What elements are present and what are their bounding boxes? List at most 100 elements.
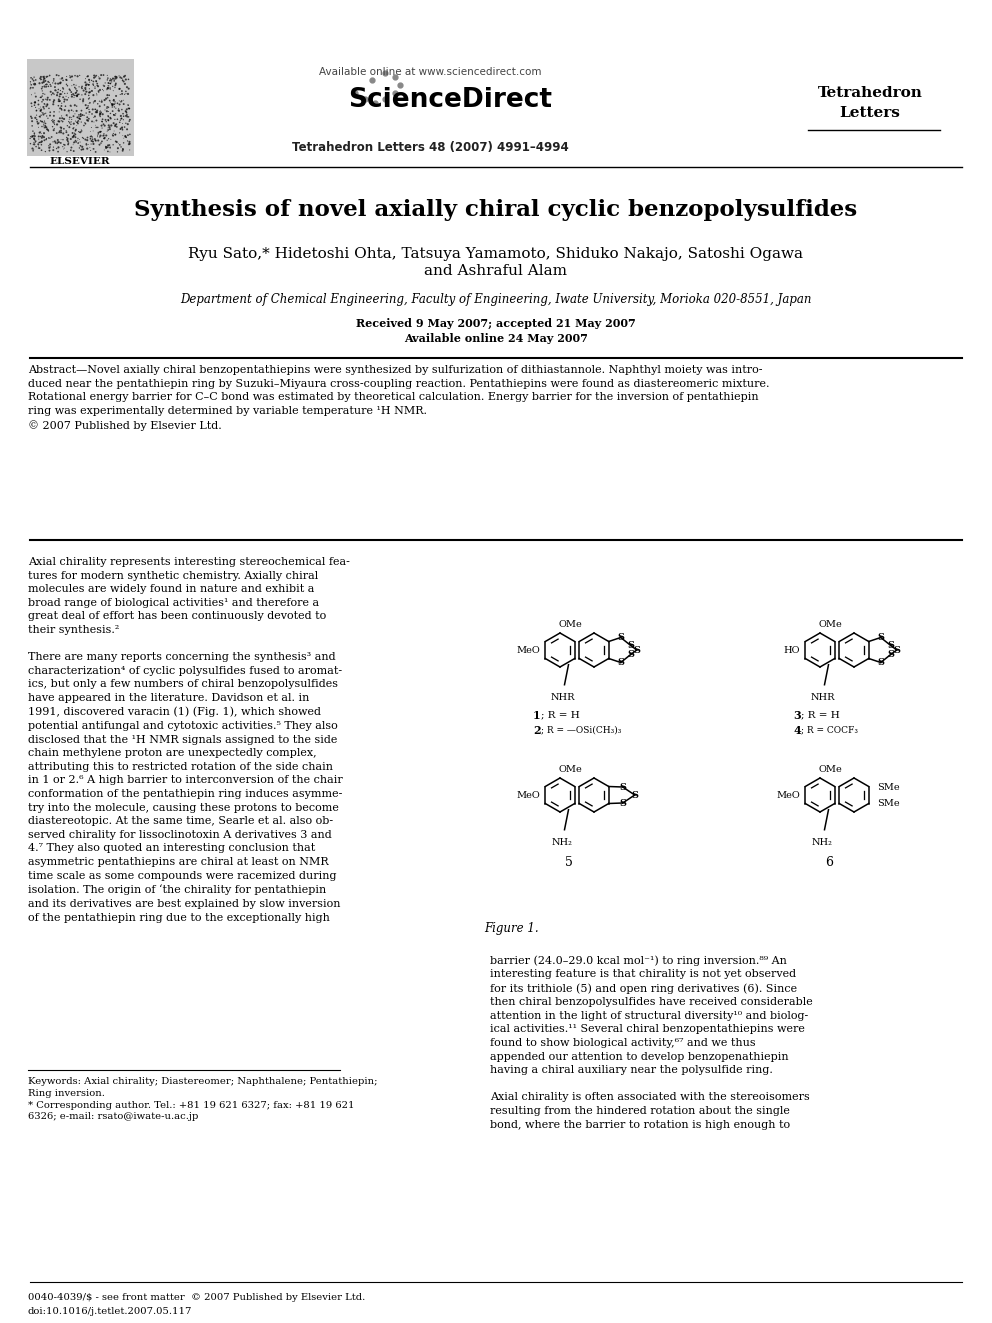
- Point: [85, 93, 101, 114]
- Point: [43, 81, 59, 102]
- Point: [115, 69, 131, 90]
- Point: [122, 124, 138, 146]
- Point: [109, 116, 125, 138]
- Point: [100, 106, 116, 127]
- Point: [106, 97, 122, 118]
- Point: [114, 118, 130, 139]
- Point: [92, 103, 108, 124]
- Point: [117, 116, 133, 138]
- Point: [60, 89, 75, 110]
- Point: [28, 107, 44, 128]
- Point: [24, 93, 40, 114]
- Point: [52, 122, 67, 143]
- Point: [31, 112, 47, 134]
- Point: [32, 122, 48, 143]
- Point: [41, 98, 57, 119]
- Point: [59, 122, 74, 143]
- Point: [114, 108, 130, 130]
- Point: [26, 126, 42, 147]
- Point: [91, 90, 107, 111]
- Point: [31, 98, 47, 119]
- Point: [112, 110, 128, 131]
- Point: [24, 85, 40, 106]
- Text: ELSEVIER: ELSEVIER: [50, 157, 110, 167]
- Text: Abstract—Novel axially chiral benzopentathiepins were synthesized by sulfurizati: Abstract—Novel axially chiral benzopenta…: [28, 365, 770, 430]
- Point: [88, 71, 104, 93]
- Point: [26, 128, 42, 149]
- Point: [63, 75, 79, 97]
- Point: [25, 77, 41, 98]
- Point: [112, 78, 128, 99]
- Point: [53, 71, 68, 93]
- Point: [28, 97, 44, 118]
- Point: [114, 99, 130, 120]
- Point: [100, 136, 116, 157]
- Point: [114, 116, 130, 138]
- Point: [99, 85, 115, 106]
- Point: [50, 85, 65, 106]
- Point: [96, 94, 112, 115]
- Point: [121, 106, 137, 127]
- Point: [40, 119, 56, 140]
- Point: [103, 93, 119, 114]
- Point: [61, 87, 76, 108]
- Point: [104, 124, 120, 146]
- Point: [98, 111, 114, 132]
- Point: [89, 124, 105, 146]
- Point: [65, 101, 81, 122]
- Point: [117, 126, 133, 147]
- Point: [24, 111, 40, 132]
- Point: [92, 103, 108, 124]
- Text: SMe: SMe: [877, 799, 900, 807]
- Point: [88, 110, 104, 131]
- Point: [108, 67, 124, 89]
- Point: [32, 132, 48, 153]
- Point: [56, 118, 71, 139]
- Point: [118, 127, 134, 148]
- Point: [93, 115, 109, 136]
- Point: [30, 111, 46, 132]
- Point: [99, 97, 115, 118]
- Point: [69, 66, 85, 87]
- Point: [59, 70, 74, 91]
- Point: [86, 111, 102, 132]
- Point: [96, 90, 112, 111]
- Point: [50, 114, 65, 135]
- Point: [116, 132, 132, 153]
- Point: [69, 112, 85, 134]
- Point: [27, 91, 43, 112]
- Text: S: S: [631, 791, 638, 799]
- Point: [45, 111, 61, 132]
- Point: [28, 74, 44, 95]
- Point: [73, 139, 89, 160]
- Point: [95, 74, 111, 95]
- Point: [39, 128, 55, 149]
- Text: SMe: SMe: [877, 782, 900, 791]
- Point: [62, 95, 78, 116]
- Point: [37, 67, 53, 89]
- Point: [73, 120, 89, 142]
- Point: [85, 139, 101, 160]
- Point: [99, 69, 115, 90]
- Point: [103, 128, 119, 149]
- Point: [46, 69, 62, 90]
- Point: [23, 73, 39, 94]
- Point: [114, 67, 130, 89]
- Text: Tetrahedron: Tetrahedron: [817, 86, 923, 101]
- Point: [78, 132, 94, 153]
- Point: [77, 112, 93, 134]
- Point: [60, 106, 75, 127]
- Point: [78, 81, 94, 102]
- Point: [55, 107, 70, 128]
- Point: [100, 101, 116, 122]
- Point: [69, 107, 85, 128]
- Point: [26, 128, 42, 149]
- Point: [32, 106, 48, 127]
- Point: [118, 81, 134, 102]
- Point: [90, 93, 106, 114]
- Point: [40, 74, 56, 95]
- Point: [69, 85, 85, 106]
- Point: [68, 115, 84, 136]
- Point: [33, 105, 49, 126]
- Text: NH₂: NH₂: [553, 837, 573, 847]
